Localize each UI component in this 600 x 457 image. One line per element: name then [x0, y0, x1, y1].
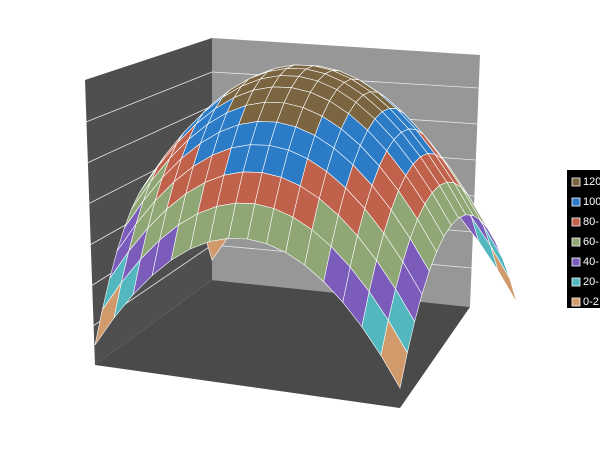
legend-swatch [571, 297, 581, 307]
legend-swatch [571, 277, 581, 287]
surface-patch [380, 319, 408, 389]
legend-label: 0-2 [583, 296, 599, 308]
legend-swatch [571, 237, 581, 247]
legend-swatch [571, 257, 581, 267]
legend-label: 100 [583, 196, 600, 208]
legend-entries: 120 100 80- 60- 40- 20- 0-2 [571, 176, 600, 308]
surface [94, 64, 518, 389]
legend-label: 120 [583, 176, 600, 188]
legend-swatch [571, 177, 581, 187]
legend-label: 40- [583, 256, 599, 268]
legend-label: 20- [583, 276, 599, 288]
wall-grid-line [85, 71, 213, 123]
surface-patch [490, 245, 518, 304]
legend-swatch [571, 217, 581, 227]
legend-swatch [571, 197, 581, 207]
legend-label: 80- [583, 216, 599, 228]
legend-label: 60- [583, 236, 599, 248]
wall-grid-line [86, 105, 213, 164]
